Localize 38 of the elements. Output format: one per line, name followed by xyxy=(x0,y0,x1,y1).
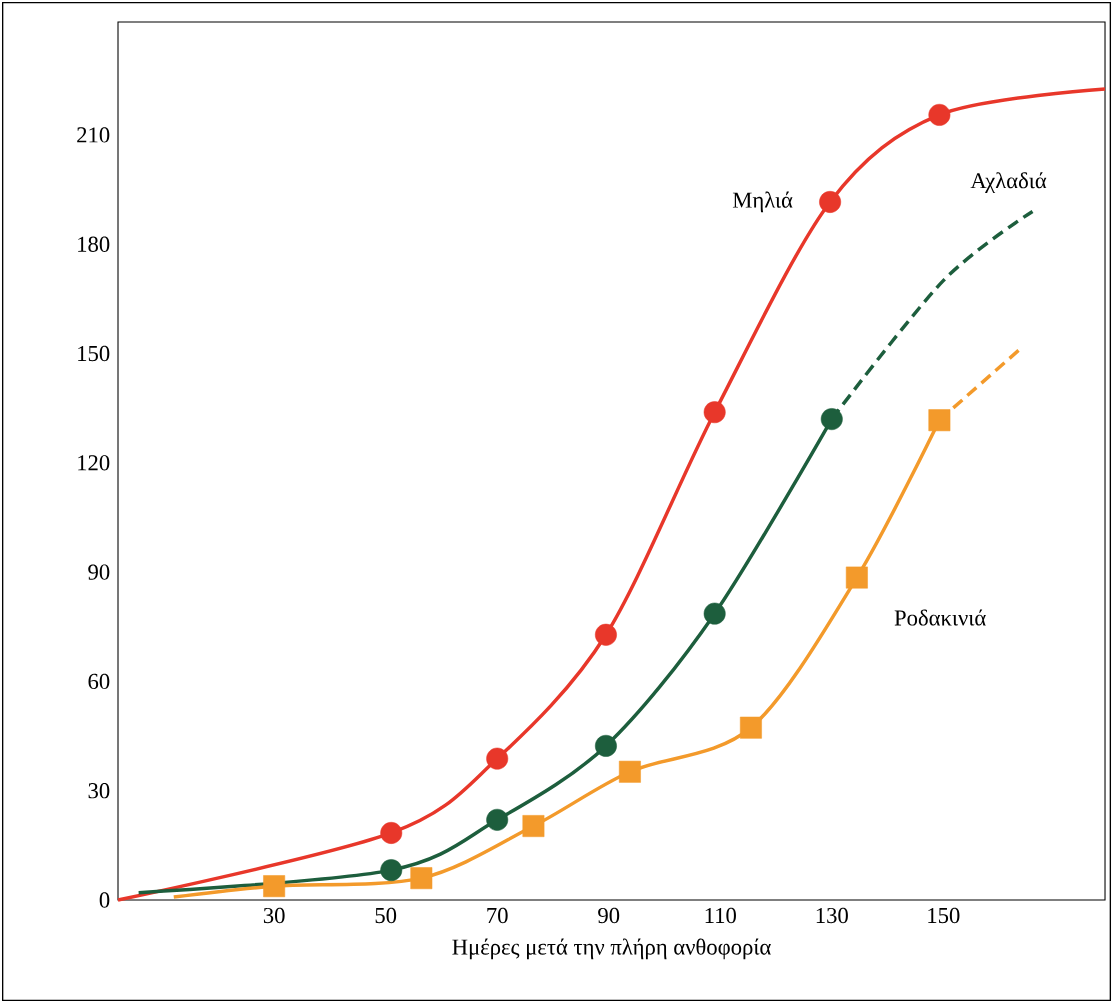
point xyxy=(739,716,762,739)
y-tick-label: 210 xyxy=(77,127,110,143)
x-axis-title: Ημέρες μετά την πλήρη ανθοφορία xyxy=(452,938,771,960)
x-tick-label: 110 xyxy=(705,907,736,924)
point xyxy=(380,822,403,844)
legend-label: Μηλιά xyxy=(732,191,793,213)
y-tick-label: 0 xyxy=(99,892,110,908)
point xyxy=(410,867,433,890)
x-tick-label: 30 xyxy=(263,907,285,924)
point xyxy=(819,191,842,213)
point xyxy=(820,408,843,431)
point xyxy=(522,815,545,837)
point xyxy=(845,566,868,589)
point xyxy=(928,103,951,126)
point xyxy=(380,859,403,882)
point xyxy=(595,734,617,757)
point xyxy=(703,401,726,424)
text: Ροδακινιά xyxy=(894,609,986,626)
line-series xyxy=(116,87,1107,902)
x-tick-label: 130 xyxy=(816,907,848,924)
point xyxy=(486,747,509,770)
point xyxy=(928,409,951,432)
point xyxy=(618,760,641,783)
x-tick-label: 50 xyxy=(375,907,397,924)
x-tick-label: 150 xyxy=(928,907,960,924)
y-tick-label: 90 xyxy=(88,564,110,580)
series-label: Αχλαδιά xyxy=(970,172,1047,193)
point xyxy=(486,808,509,831)
point xyxy=(263,875,286,898)
y-tick-label: 180 xyxy=(78,236,110,252)
point xyxy=(595,623,617,646)
x-tick-label: 70 xyxy=(487,907,508,924)
y-tick-label: 60 xyxy=(88,673,110,690)
y-tick-label: 120 xyxy=(78,455,110,471)
x-tick-label: 90 xyxy=(598,907,620,924)
y-tick-label: 30 xyxy=(88,783,110,799)
point xyxy=(703,602,726,625)
y-tick-label: 150 xyxy=(78,345,110,362)
